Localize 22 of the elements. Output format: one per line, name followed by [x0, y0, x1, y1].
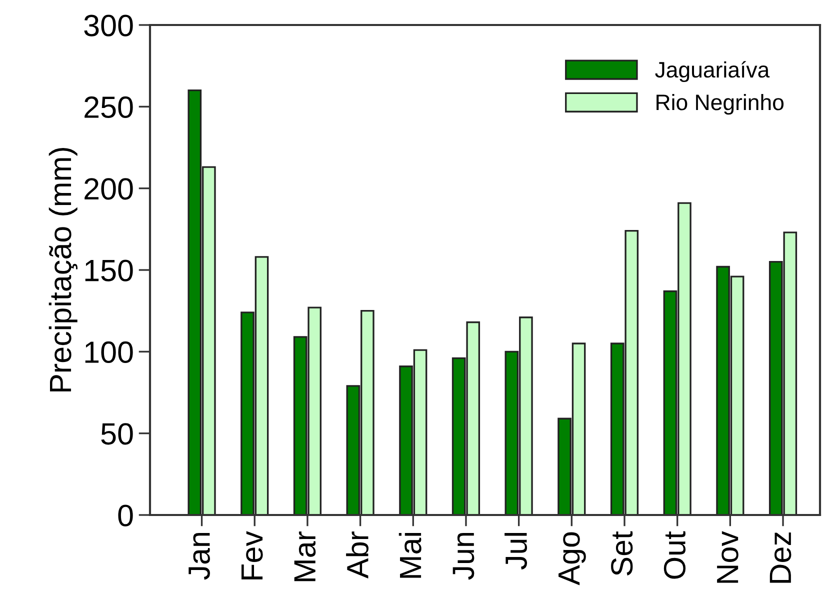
x-tick-label: Abr — [346, 531, 368, 578]
y-tick-label: 150 — [85, 260, 133, 282]
y-tick-label: 50 — [101, 423, 133, 445]
x-tick-label: Mar — [294, 531, 316, 582]
x-tick-label: Jun — [452, 532, 474, 580]
x-tick-label: Ago — [558, 532, 586, 586]
y-tick-label: 0 — [118, 504, 133, 526]
x-tick-label: Set — [611, 531, 633, 576]
y-tick-label: 200 — [84, 178, 133, 200]
y-tick-label: 250 — [84, 96, 133, 118]
legend-label: Jaguariaíva — [655, 61, 770, 82]
x-tick-label: Nov — [717, 531, 738, 583]
x-tick-label: Out — [664, 531, 686, 579]
y-tick-label: 300 — [84, 14, 133, 36]
y-tick-label: 100 — [85, 341, 133, 364]
y-axis-title: Precipitação (mm) — [48, 148, 78, 392]
x-tick-label: Fev — [242, 531, 263, 580]
x-tick-label: Dez — [770, 532, 792, 583]
x-tick-label: Jan — [188, 532, 210, 580]
x-tick-label: Mai — [398, 533, 422, 578]
legend-label: Rio Negrinho — [656, 94, 784, 115]
x-tick-label: Jul — [504, 533, 528, 570]
